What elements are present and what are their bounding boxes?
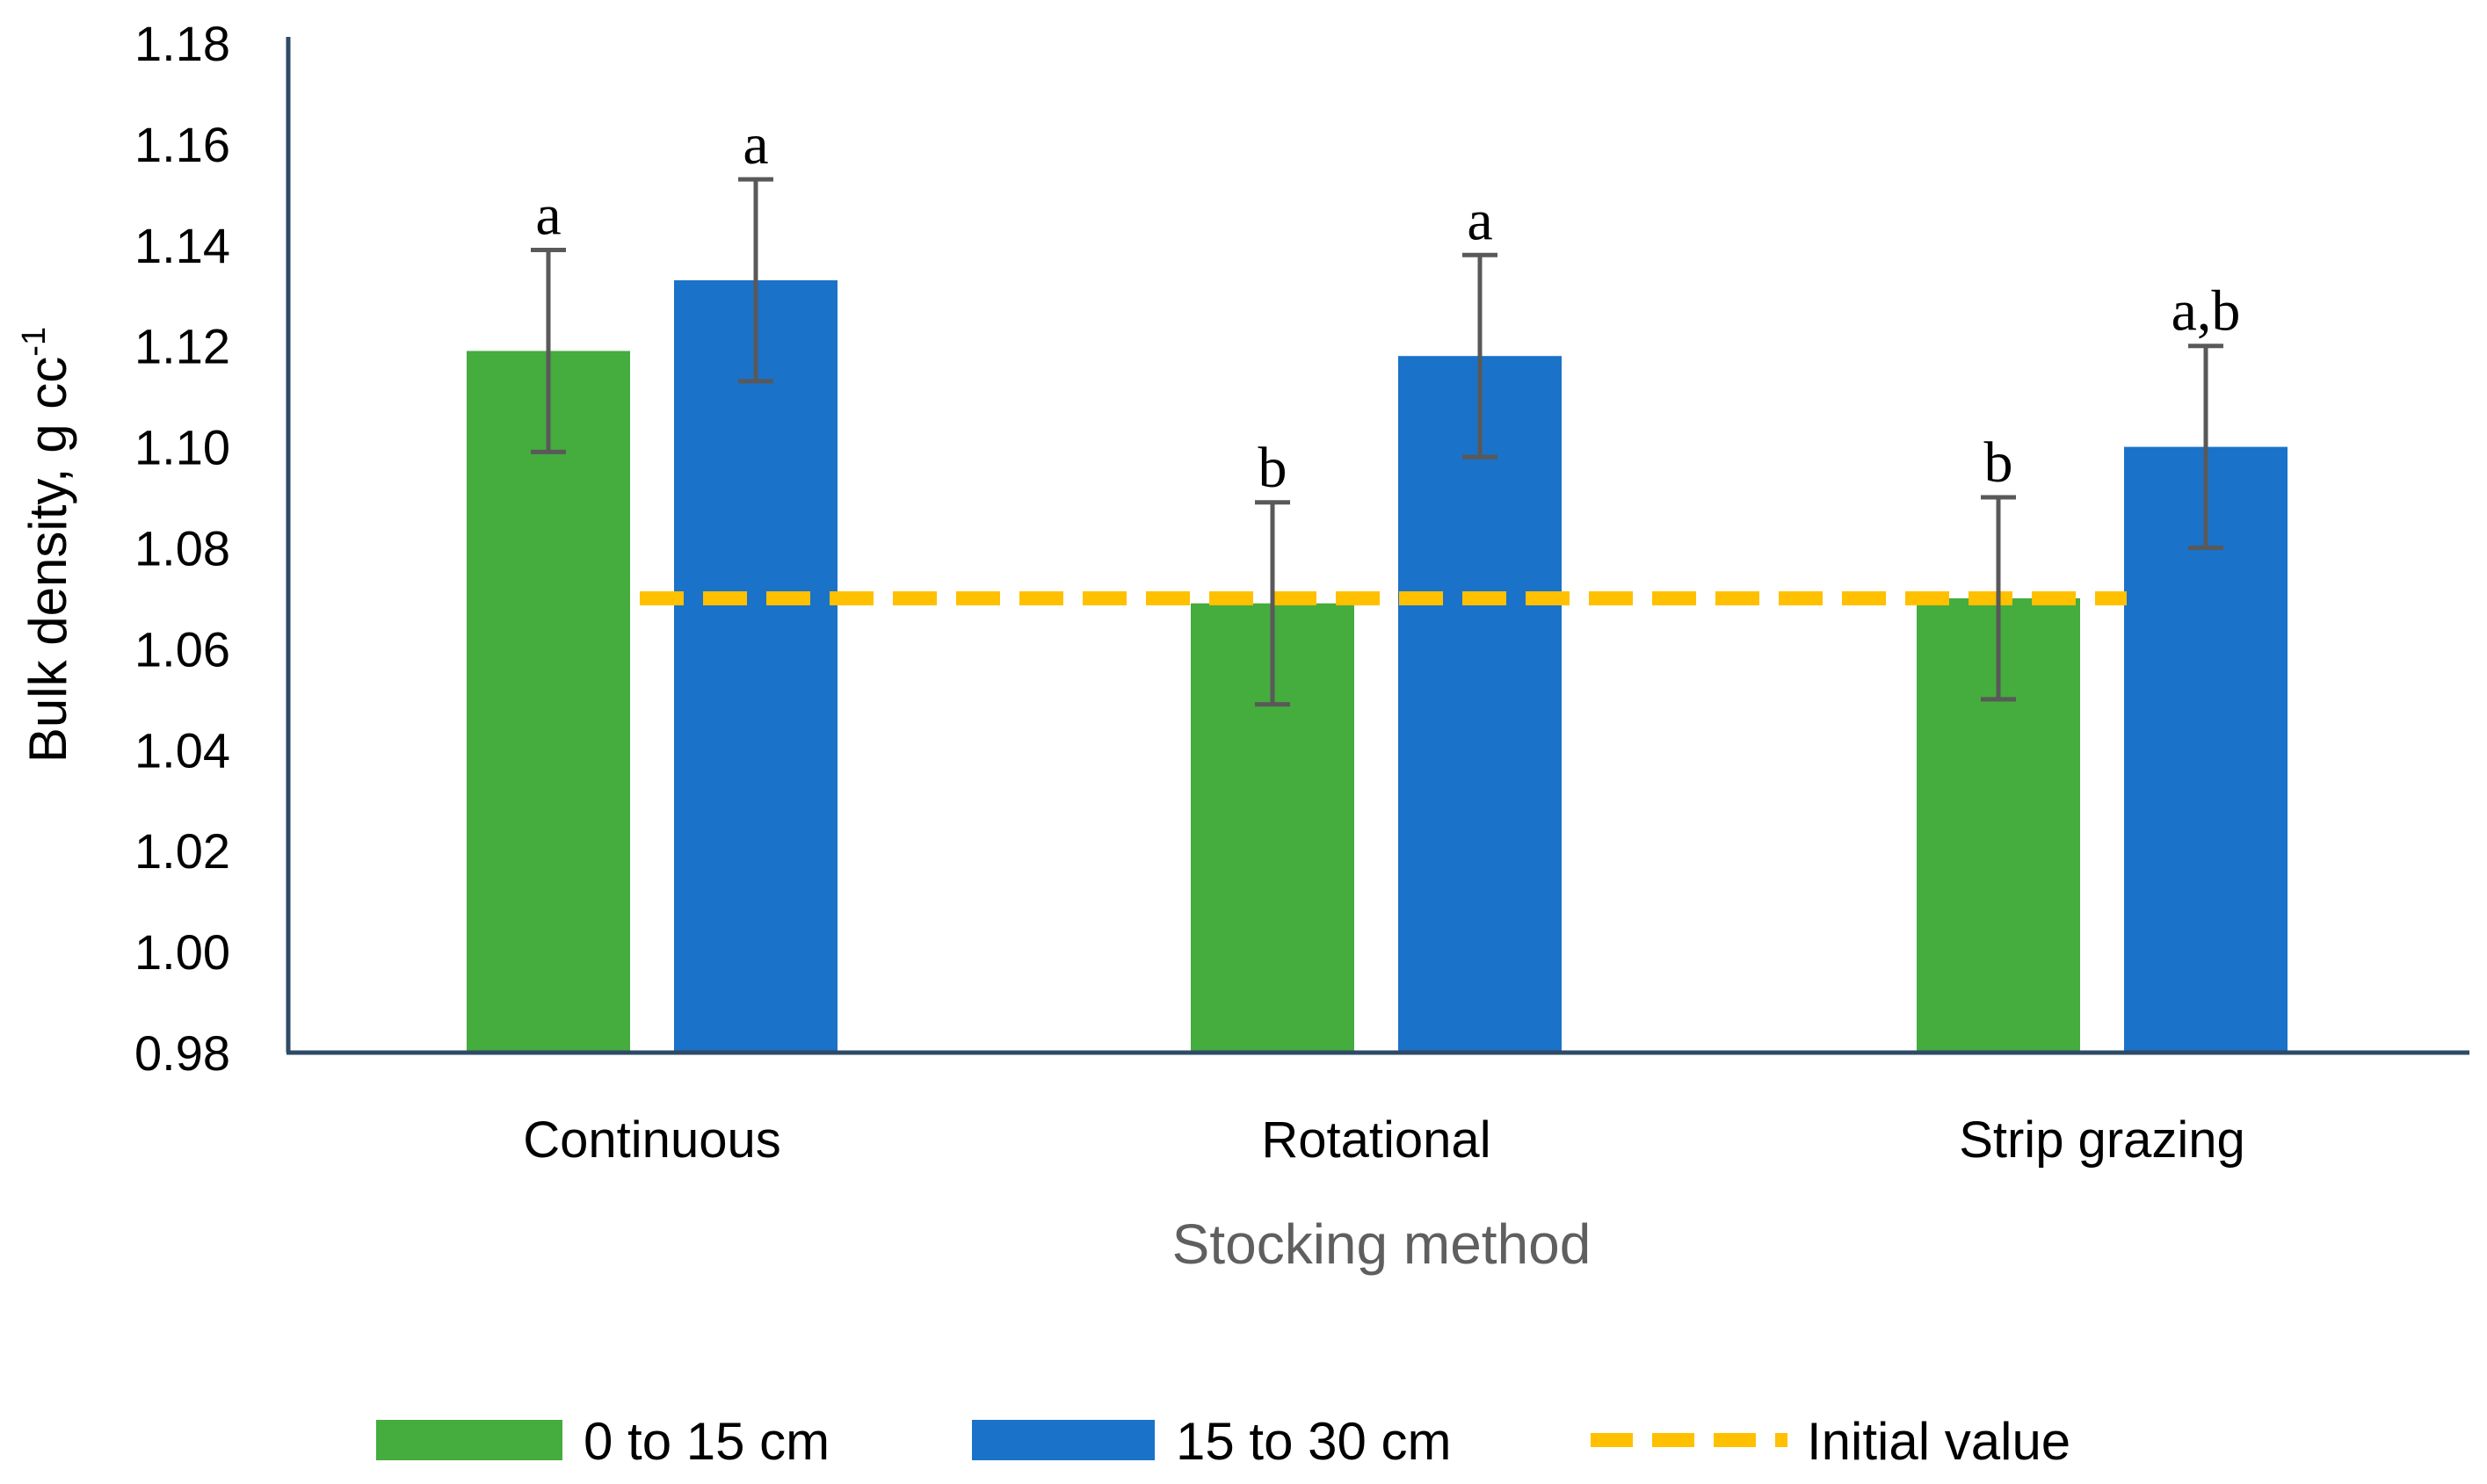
bars-group <box>467 280 2288 1053</box>
y-tick-label: 1.14 <box>134 218 230 273</box>
bar <box>674 280 837 1053</box>
y-tick-label: 1.18 <box>134 16 230 71</box>
y-tick-label: 1.04 <box>134 722 230 778</box>
x-category-label: Strip grazing <box>1959 1111 2245 1169</box>
x-axis-title: Stocking method <box>1172 1213 1592 1276</box>
y-tick-label: 1.00 <box>134 924 230 980</box>
y-axis-ticks: 0.98 1.00 1.02 1.04 1.06 1.08 1.10 1.12 1.14 1.16… <box>134 16 230 1081</box>
y-tick-label: 1.10 <box>134 420 230 475</box>
x-category-label: Continuous <box>523 1111 780 1169</box>
legend: 0 to 15 cm 15 to 30 cm Initial value <box>376 1412 2070 1471</box>
legend-label-15-30: 15 to 30 cm <box>1176 1412 1452 1471</box>
significance-label: b <box>1258 436 1287 500</box>
y-tick-label: 1.08 <box>134 521 230 576</box>
y-axis-title: Bulk density, g cc-1 <box>16 327 77 763</box>
legend-swatch-15-30 <box>972 1420 1155 1460</box>
bar <box>1398 356 1562 1053</box>
y-tick-label: 1.16 <box>134 117 230 172</box>
y-tick-label: 1.12 <box>134 319 230 374</box>
significance-label: a <box>743 112 768 177</box>
legend-swatch-0-15 <box>376 1420 562 1460</box>
y-tick-label: 0.98 <box>134 1025 230 1081</box>
error-bars-group <box>531 177 2223 707</box>
y-tick-label: 1.02 <box>134 823 230 879</box>
y-axis-title-text: Bulk density, g cc <box>18 357 77 763</box>
x-category-label: Rotational <box>1261 1111 1490 1169</box>
y-axis-title-superscript: -1 <box>16 327 53 357</box>
bar <box>467 351 630 1053</box>
significance-label: a,b <box>2172 279 2241 344</box>
significance-labels-group: a b b a a a,b <box>535 112 2240 500</box>
legend-label-0-15: 0 to 15 cm <box>584 1412 830 1471</box>
legend-label-initial-value: Initial value <box>1807 1412 2070 1471</box>
significance-label: a <box>535 184 561 248</box>
y-tick-label: 1.06 <box>134 621 230 677</box>
significance-label: a <box>1467 188 1492 252</box>
significance-label: b <box>1984 431 2013 495</box>
x-category-labels: Continuous Rotational Strip grazing <box>523 1111 2245 1169</box>
